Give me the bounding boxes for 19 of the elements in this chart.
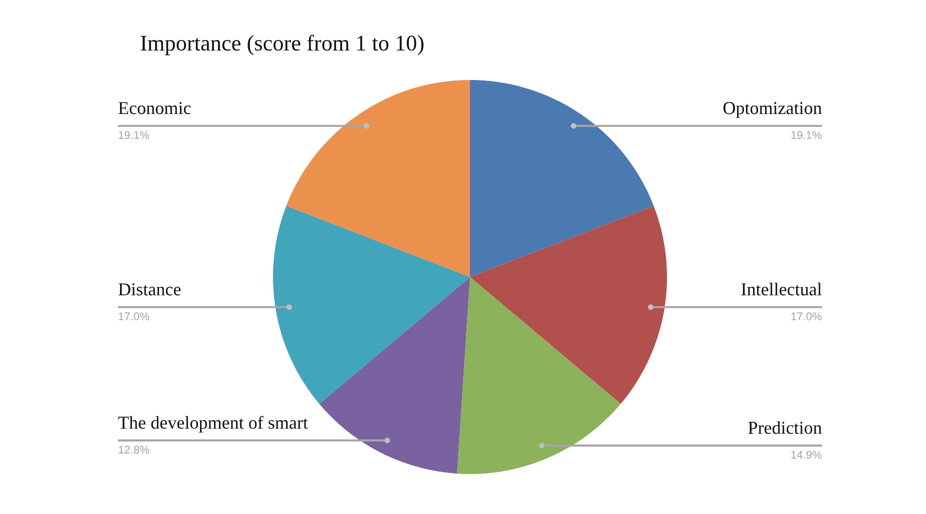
chart-title: Importance (score from 1 to 10): [140, 34, 424, 56]
pie-slice: [319, 277, 470, 474]
pie-slice: [470, 206, 667, 404]
pie-slice: [457, 277, 621, 474]
pie-slice: [470, 80, 654, 277]
slice-label: Prediction: [748, 421, 822, 434]
data-label: 17.0%: [118, 312, 150, 320]
slice-label: Intellectual: [741, 282, 822, 296]
data-label: 17.0%: [791, 312, 822, 320]
slice-label: Optomization: [723, 102, 822, 118]
data-label: 14.9%: [791, 450, 822, 459]
slice-label: The development of smart: [118, 416, 308, 432]
slice-label: Distance: [118, 283, 181, 296]
slice-label: Economic: [118, 102, 191, 114]
data-label: 19.1%: [791, 131, 822, 140]
data-label: 19.1%: [118, 131, 150, 140]
pie-slice: [273, 206, 470, 404]
pie-slice: [286, 80, 470, 277]
data-label: 12.8%: [118, 446, 150, 454]
